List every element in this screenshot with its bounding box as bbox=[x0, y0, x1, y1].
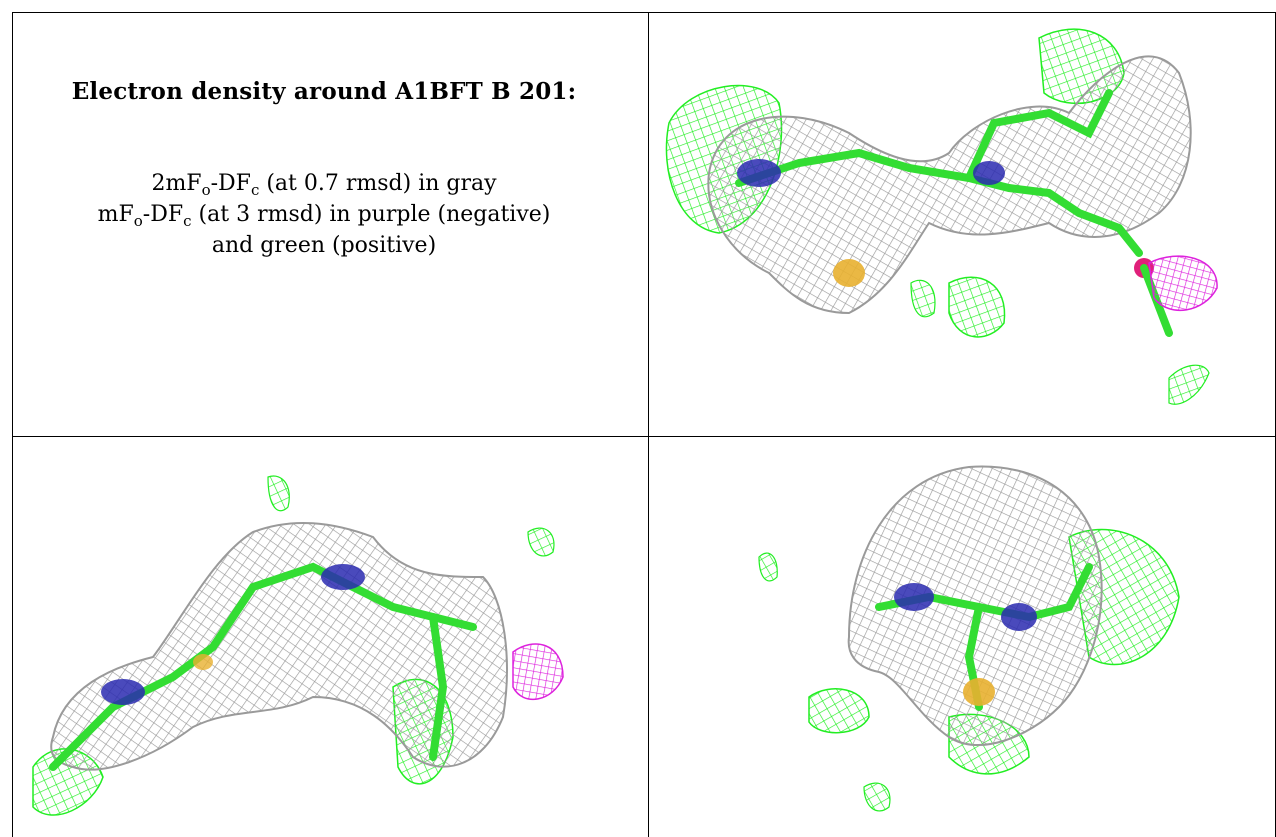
table-border-row bbox=[12, 436, 1276, 437]
density-view-top-right bbox=[649, 13, 1275, 436]
subscript: o bbox=[201, 181, 211, 199]
nitrogen-atom bbox=[894, 583, 934, 611]
caption-line-3: and green (positive) bbox=[211, 233, 437, 258]
subscript: o bbox=[133, 212, 143, 230]
caption-text: mF bbox=[97, 202, 134, 227]
mesh-negative-blob bbox=[512, 643, 564, 701]
density-view-bottom-right bbox=[649, 437, 1275, 837]
subscript: c bbox=[250, 181, 260, 199]
caption-text: (at 3 rmsd) in purple (negative) bbox=[191, 202, 551, 227]
density-view-bottom-left bbox=[13, 437, 648, 837]
caption-cell: Electron density around A1BFT B 201: 2mF… bbox=[12, 78, 636, 261]
caption-text: -DF bbox=[210, 171, 251, 196]
caption-title: Electron density around A1BFT B 201: bbox=[71, 78, 577, 105]
nitrogen-atom bbox=[973, 161, 1005, 185]
caption-line-fofc: mFo-DFc (at 3 rmsd) in purple (negative) bbox=[12, 200, 636, 231]
ligand-model bbox=[735, 89, 1173, 337]
table-border-left bbox=[12, 12, 13, 837]
ligand-model bbox=[875, 563, 1093, 711]
table-border-middle bbox=[648, 12, 649, 837]
mesh-negative-blob bbox=[1148, 255, 1218, 312]
table-border-top bbox=[12, 12, 1276, 13]
ligand-model bbox=[49, 562, 477, 771]
mesh-2fofc-density bbox=[50, 521, 508, 771]
caption-text: (at 0.7 rmsd) in gray bbox=[259, 171, 497, 196]
caption-line-2fofc: 2mFo-DFc (at 0.7 rmsd) in gray bbox=[12, 169, 636, 200]
mesh-2fofc-density bbox=[707, 55, 1192, 315]
nitrogen-atom bbox=[737, 159, 781, 187]
nitrogen-atom bbox=[1001, 603, 1037, 631]
caption-text: -DF bbox=[142, 202, 184, 227]
sulfur-atom bbox=[833, 259, 865, 287]
subscript: c bbox=[183, 212, 192, 230]
nitrogen-atom bbox=[321, 564, 365, 590]
caption-text: 2mF bbox=[151, 171, 202, 196]
nitrogen-atom bbox=[101, 679, 145, 705]
sulfur-atom bbox=[193, 654, 213, 670]
sulfur-atom bbox=[963, 678, 995, 706]
